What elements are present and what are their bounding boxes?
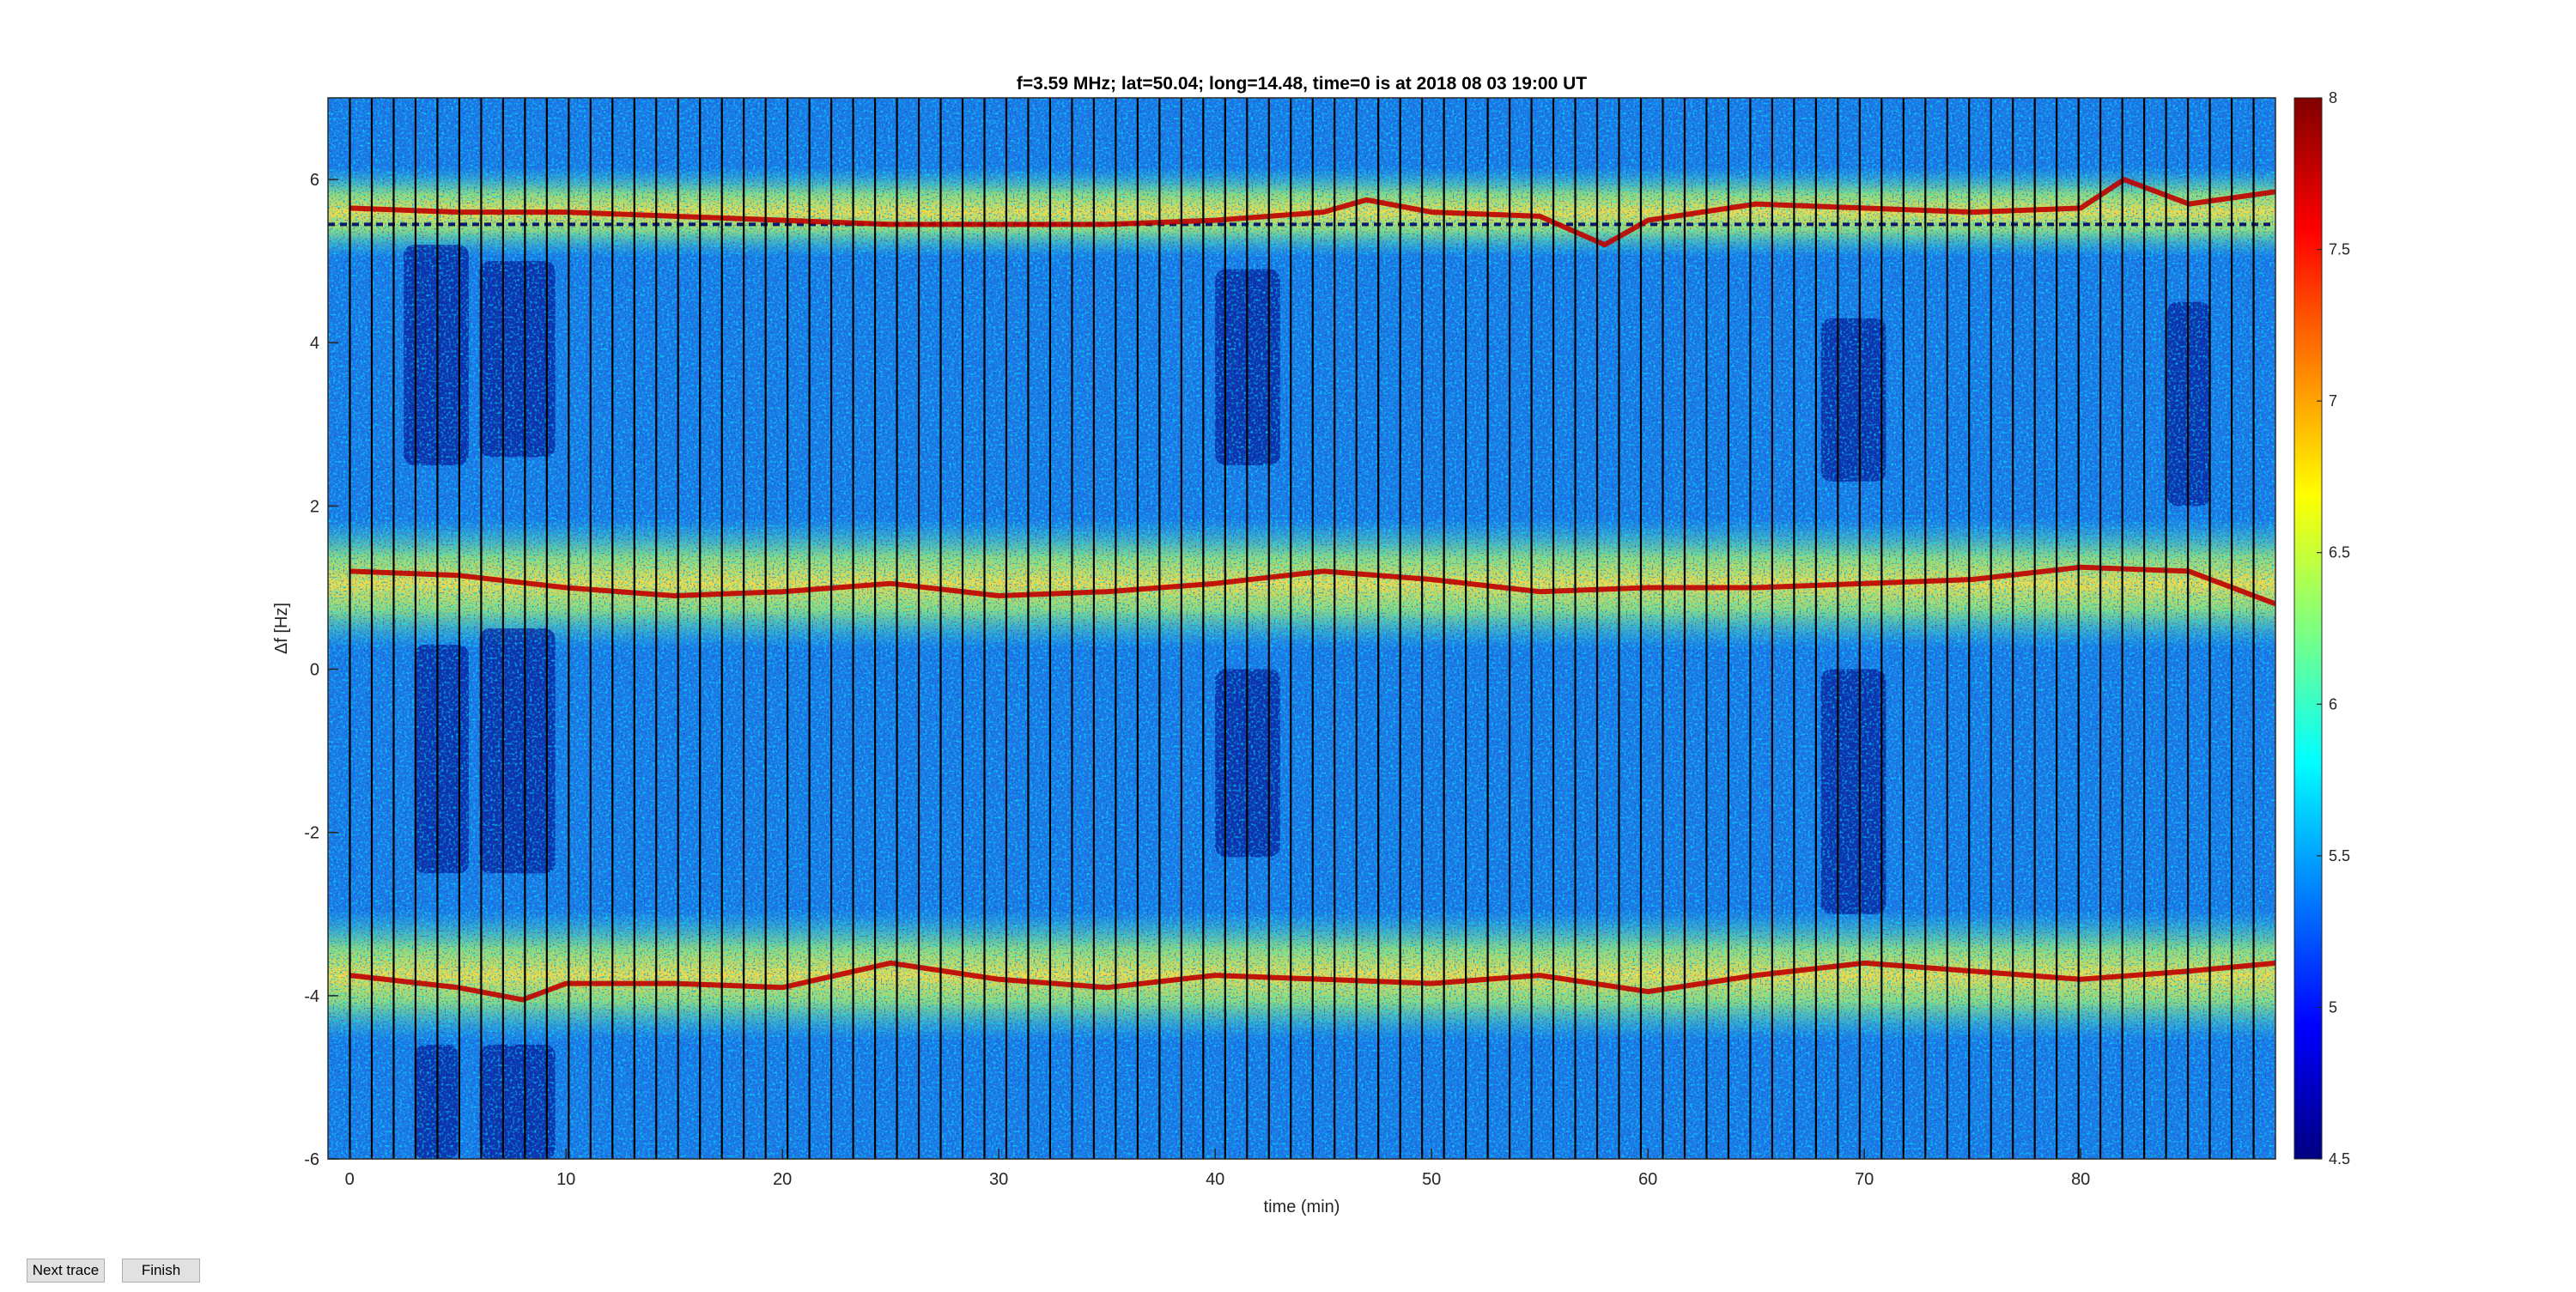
x-tick-label: 80 — [2071, 1170, 2090, 1189]
chart-title: f=3.59 MHz; lat=50.04; long=14.48, time=… — [1017, 74, 1587, 94]
spectrogram-dark-speckle — [328, 98, 2275, 1159]
colorbar-gradient — [2293, 97, 2323, 1160]
next-trace-button[interactable]: Next trace — [27, 1259, 105, 1283]
colorbar-ticks: 4.5 5 5.5 6 6.5 7 7.5 8 — [2317, 89, 2350, 1168]
y-axis-label: Δf [Hz] — [272, 603, 291, 654]
axes-frame — [327, 97, 2276, 1160]
y-tick-label: -2 — [304, 824, 319, 843]
x-tick-label: 0 — [345, 1170, 355, 1189]
y-tick-label: -4 — [304, 987, 319, 1006]
y-tick-label: 6 — [310, 171, 319, 190]
colorbar-tick-label: 6.5 — [2329, 544, 2350, 561]
x-tick-label: 30 — [989, 1170, 1008, 1189]
x-tick-label: 70 — [1855, 1170, 1874, 1189]
doppler-trace-1 — [349, 564, 2275, 607]
colorbar-tick-label: 8 — [2329, 89, 2337, 106]
colorbar-tick-label: 6 — [2329, 695, 2337, 713]
colorbar-tick-label: 5.5 — [2329, 847, 2350, 864]
colorbar-tick-label: 4.5 — [2329, 1150, 2350, 1168]
x-tick-label: 50 — [1422, 1170, 1441, 1189]
trace-dividers — [349, 98, 2255, 1159]
y-axis-ticks: -6 -4 -2 0 2 4 6 — [304, 171, 338, 1169]
x-axis-ticks: 0 10 20 30 40 50 60 70 80 — [345, 1149, 2090, 1189]
doppler-trace-0 — [349, 177, 2275, 248]
colorbar-tick-label: 5 — [2329, 998, 2337, 1016]
x-tick-label: 10 — [556, 1170, 575, 1189]
x-tick-label: 40 — [1206, 1170, 1224, 1189]
y-tick-label: 2 — [310, 497, 319, 516]
colorbar: 4.5 5 5.5 6 6.5 7 7.5 8 — [2293, 89, 2350, 1168]
x-tick-label: 20 — [773, 1170, 792, 1189]
x-tick-label: 60 — [1638, 1170, 1657, 1189]
plot-area — [328, 98, 2275, 1159]
x-axis-label: time (min) — [1264, 1198, 1340, 1216]
y-tick-label: 0 — [310, 661, 319, 680]
colorbar-tick-label: 7.5 — [2329, 241, 2350, 258]
y-tick-label: 4 — [310, 334, 319, 353]
y-tick-label: -6 — [304, 1150, 319, 1169]
finish-button[interactable]: Finish — [122, 1259, 200, 1283]
colorbar-tick-label: 7 — [2329, 392, 2337, 409]
